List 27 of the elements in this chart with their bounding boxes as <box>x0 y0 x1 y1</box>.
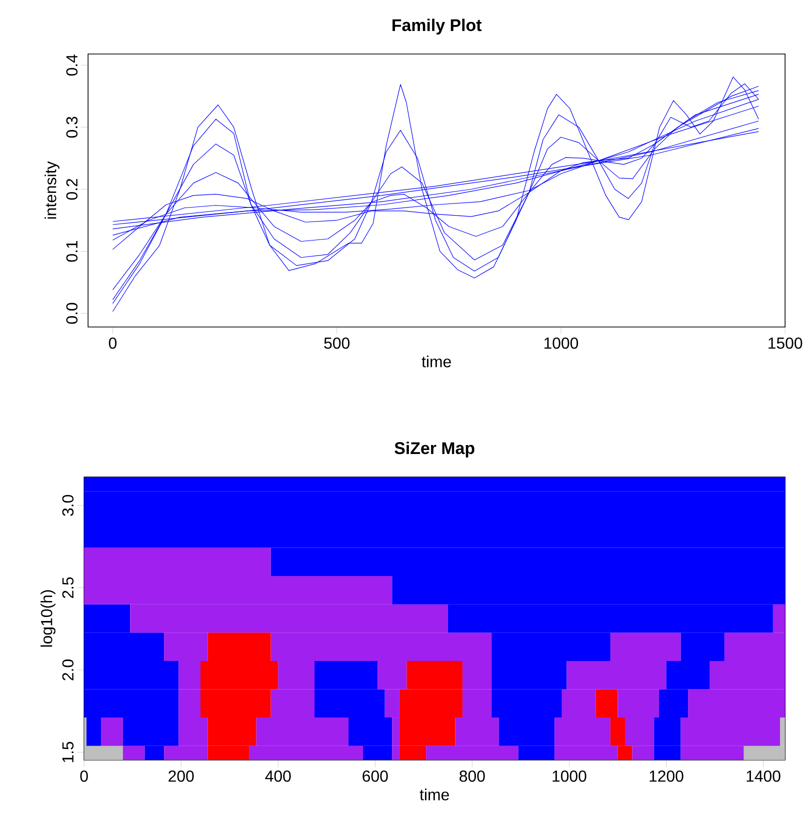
y-tick-label: 0.3 <box>66 116 78 138</box>
x-tick-label: 800 <box>460 770 485 782</box>
x-tick-label: 600 <box>362 770 388 782</box>
y-tick-label: 0.4 <box>66 54 78 76</box>
x-tick-label: 1200 <box>650 770 684 782</box>
x-axis-title: time <box>420 788 449 800</box>
y-axis-title: log10(h) <box>40 590 56 647</box>
x-tick-label: 400 <box>265 770 291 782</box>
x-tick-label: 1500 <box>768 338 802 349</box>
x-tick-label: 0 <box>80 770 88 782</box>
x-tick-label: 200 <box>168 770 194 782</box>
x-tick-label: 0 <box>108 338 116 349</box>
x-tick-label: 1400 <box>746 770 780 782</box>
y-tick-label: 0.2 <box>66 178 78 200</box>
y-tick-label: 0.1 <box>66 241 78 262</box>
x-axis-title: time <box>422 356 451 368</box>
x-tick-label: 500 <box>324 338 350 349</box>
y-tick-label: 2.5 <box>62 577 74 598</box>
y-tick-label: 3.0 <box>62 495 74 516</box>
y-tick-label: 1.5 <box>62 742 74 762</box>
chart-title: SiZer Map <box>394 442 474 458</box>
chart-title: Family Plot <box>392 18 482 34</box>
x-tick-label: 1000 <box>552 770 586 782</box>
y-tick-label: 0.0 <box>66 302 78 324</box>
x-tick-label: 1000 <box>544 338 578 349</box>
y-axis-title: intensity <box>44 161 60 219</box>
y-tick-label: 2.0 <box>62 660 74 680</box>
